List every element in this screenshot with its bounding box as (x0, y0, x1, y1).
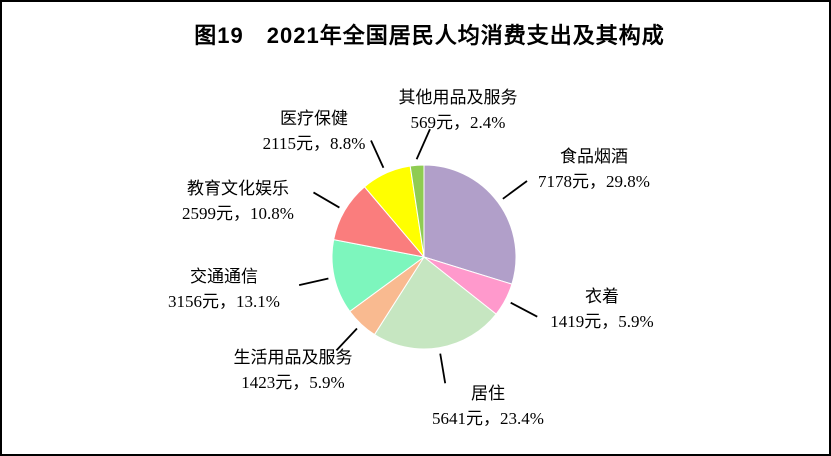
slice-value: 5641元，23.4% (432, 409, 544, 428)
pie-slice-other-goods-services (409, 164, 425, 258)
slice-label-other-goods-services: 其他用品及服务 569元，2.4% (399, 85, 518, 135)
slice-name: 衣着 (584, 287, 619, 306)
slice-name: 食品烟酒 (559, 147, 628, 166)
pie-slice-housing (373, 256, 497, 350)
slice-name: 居住 (470, 384, 505, 403)
slice-value: 2599元，10.8% (182, 204, 294, 223)
pie-slice-transport-communication (331, 239, 426, 313)
slice-label-food-tobacco-alcohol: 食品烟酒 7178元，29.8% (538, 144, 650, 194)
leader-line-clothing (510, 301, 538, 318)
leader-line-housing (439, 353, 447, 384)
figure-title: 图19 2021年全国居民人均消费支出及其构成 (2, 18, 829, 50)
slice-label-healthcare: 医疗保健 2115元，8.8% (263, 106, 366, 156)
slice-value: 569元，2.4% (410, 113, 506, 132)
slice-value: 1423元，5.9% (241, 373, 345, 392)
slice-label-education-culture-entertainment: 教育文化娱乐 2599元，10.8% (182, 176, 294, 226)
slice-name: 其他用品及服务 (398, 88, 518, 107)
slice-value: 3156元，13.1% (168, 292, 280, 311)
slice-name: 生活用品及服务 (233, 348, 353, 367)
figure-title-text: 图19 2021年全国居民人均消费支出及其构成 (194, 23, 665, 48)
leader-line-food-tobacco-alcohol (502, 180, 528, 200)
leader-line-education-culture-entertainment (313, 191, 340, 209)
slice-label-housing: 居住 5641元，23.4% (432, 381, 544, 431)
slice-value: 1419元，5.9% (550, 312, 654, 331)
slice-label-transport-communication: 交通通信 3156元，13.1% (168, 264, 280, 314)
leader-line-household-goods-services (335, 327, 358, 351)
slice-value: 2115元，8.8% (262, 134, 366, 153)
slice-value: 7178元，29.8% (538, 172, 650, 191)
slice-name: 教育文化娱乐 (186, 179, 289, 198)
slice-label-clothing: 衣着 1419元，5.9% (550, 284, 653, 334)
slice-name: 交通通信 (189, 267, 258, 286)
leader-line-healthcare (370, 140, 385, 169)
slice-name: 医疗保健 (280, 109, 348, 128)
slice-label-household-goods-services: 生活用品及服务 1423元，5.9% (234, 345, 353, 395)
pie-slice-food-tobacco-alcohol (423, 164, 517, 285)
leader-line-other-goods-services (415, 128, 431, 160)
leader-line-transport-communication (298, 277, 329, 286)
